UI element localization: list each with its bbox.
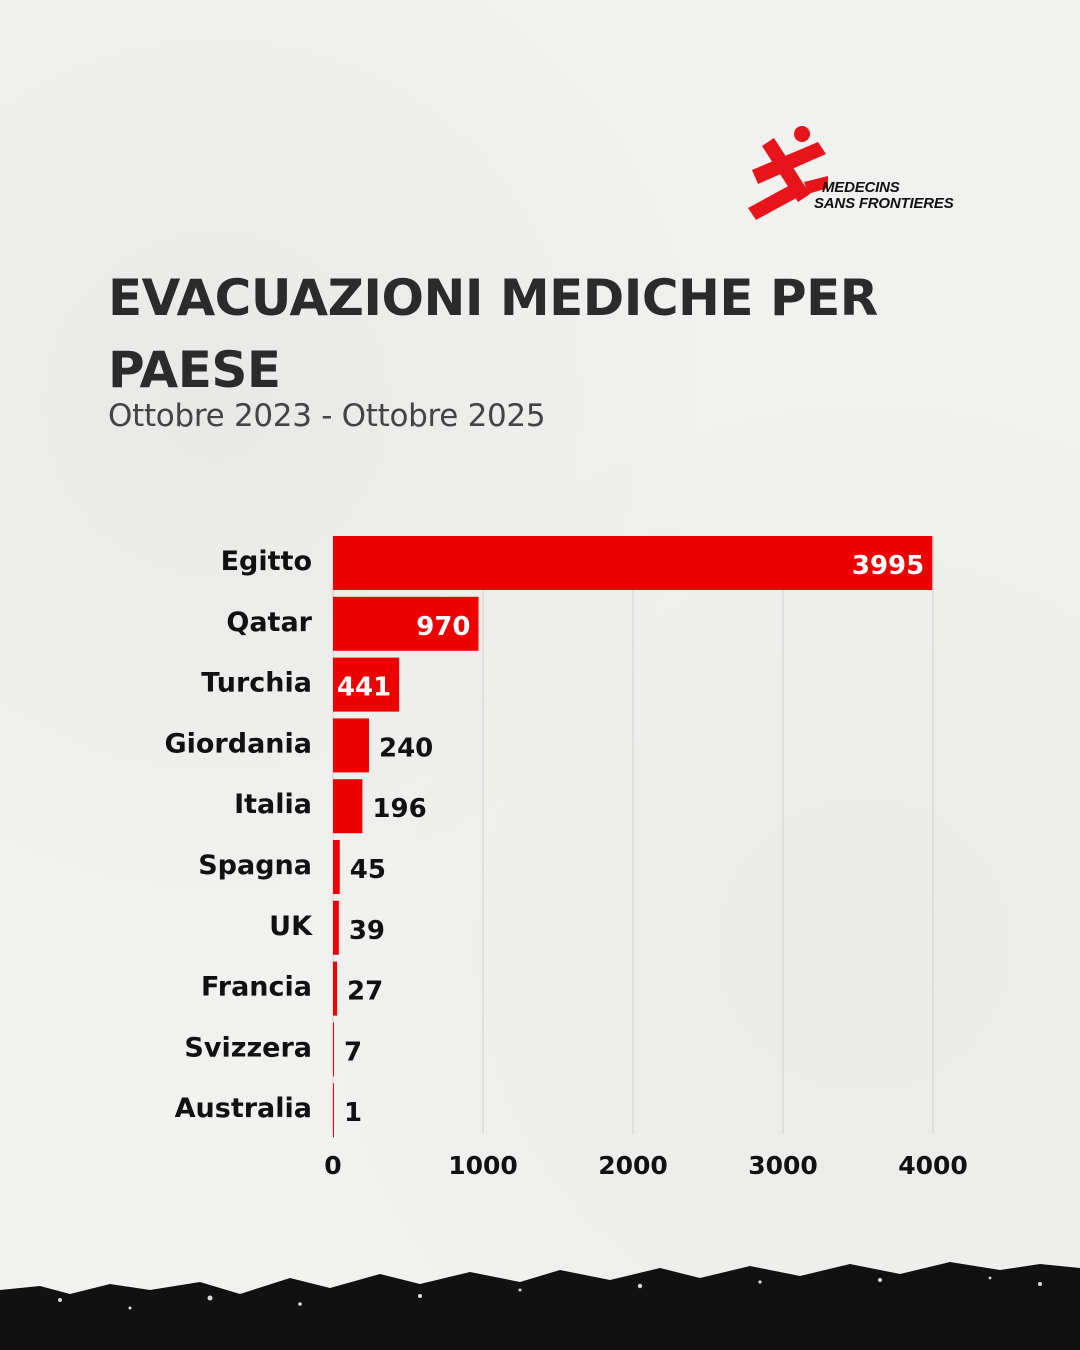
bar-egitto (333, 536, 933, 590)
msf-runner-icon (748, 126, 828, 220)
category-label: UK (269, 911, 313, 942)
data-label: 196 (372, 794, 426, 824)
data-label: 970 (416, 612, 470, 642)
category-label: Francia (201, 972, 312, 1003)
category-label: Egitto (221, 546, 312, 577)
category-label: Spagna (198, 850, 312, 881)
x-tick-label: 2000 (598, 1151, 668, 1180)
data-label: 39 (349, 916, 385, 946)
msf-logo: MEDECINS SANS FRONTIERES (748, 124, 968, 220)
data-label: 45 (350, 855, 386, 885)
logo-line-1: MEDECINS (822, 179, 900, 196)
data-label: 1 (344, 1098, 362, 1128)
data-label: 27 (347, 977, 383, 1007)
x-tick-label: 4000 (898, 1151, 968, 1180)
category-label: Turchia (201, 668, 312, 699)
x-tick-label: 1000 (448, 1151, 518, 1180)
logo-line-2: SANS FRONTIERES (814, 195, 954, 212)
data-label: 240 (379, 733, 433, 763)
bar-svizzera (333, 1022, 335, 1077)
category-label: Qatar (226, 607, 312, 638)
torn-paper-footer (0, 1262, 1080, 1350)
bar-australia (333, 1083, 334, 1138)
bar-italia (333, 779, 363, 834)
x-tick-label: 0 (324, 1151, 341, 1180)
logo-wordmark: MEDECINS SANS FRONTIERES (814, 180, 954, 212)
bar-francia (333, 961, 338, 1016)
bar-turchia (333, 657, 400, 712)
category-label: Svizzera (184, 1032, 312, 1063)
data-label: 3995 (852, 551, 924, 581)
page-title: EVACUAZIONI MEDICHE PER PAESE (108, 269, 878, 399)
category-label: Australia (175, 1093, 312, 1124)
bar-uk (333, 900, 339, 955)
bar-qatar (333, 596, 479, 651)
bar-giordania (333, 718, 369, 773)
x-tick-label: 3000 (748, 1151, 818, 1180)
bar-spagna (333, 840, 340, 894)
page-subtitle: Ottobre 2023 - Ottobre 2025 (108, 398, 546, 434)
data-label: 7 (344, 1037, 362, 1067)
data-label: 441 (337, 673, 391, 703)
category-label: Giordania (164, 728, 312, 759)
category-label: Italia (234, 789, 312, 820)
